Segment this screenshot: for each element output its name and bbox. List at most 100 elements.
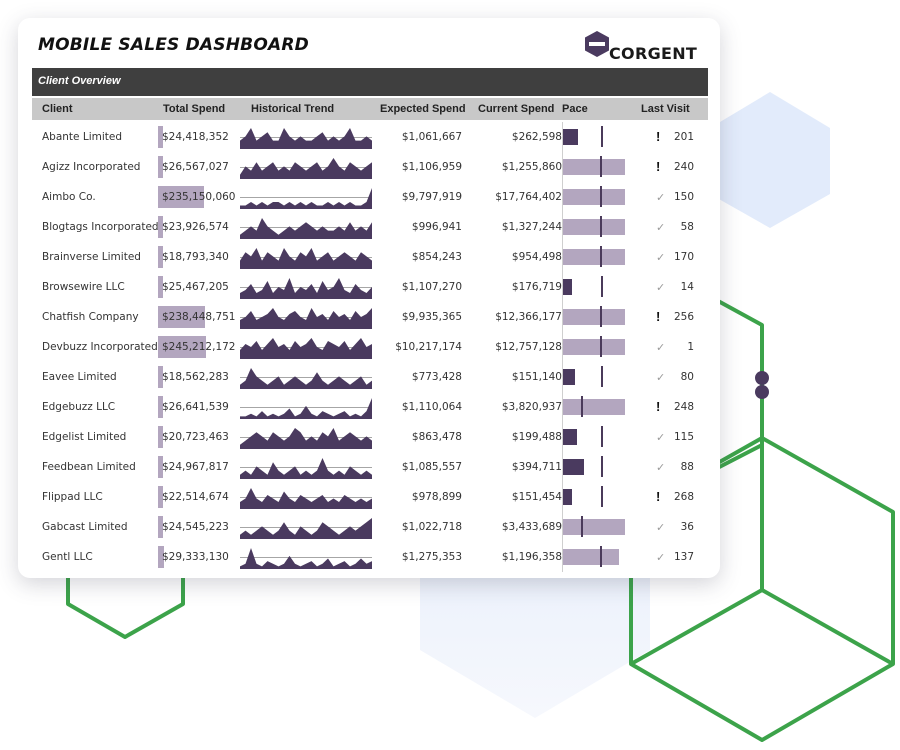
client-name[interactable]: Devbuzz Incorporated <box>42 341 158 353</box>
historical-trend-sparkline <box>240 278 372 299</box>
expected-spend-value: $1,022,718 <box>401 521 462 533</box>
client-name[interactable]: Eavee Limited <box>42 371 117 383</box>
historical-trend-sparkline <box>240 248 372 269</box>
total-spend-value: $18,793,340 <box>162 251 229 263</box>
client-name[interactable]: Brainverse Limited <box>42 251 141 263</box>
table-row[interactable]: Eavee Limited $18,562,283 $773,428 $151,140… <box>32 362 708 392</box>
current-spend-value: $12,366,177 <box>495 311 562 323</box>
historical-trend-sparkline <box>240 218 372 239</box>
last-visit-value: 14 <box>680 281 694 293</box>
current-spend-value: $151,140 <box>511 371 562 383</box>
column-header-expected-spend[interactable]: Expected Spend <box>380 103 466 115</box>
purple-dot <box>755 385 769 399</box>
pace-target-marker <box>601 366 603 387</box>
expected-spend-value: $773,428 <box>411 371 462 383</box>
total-spend-bar <box>158 546 164 568</box>
sparkline-area <box>240 248 372 269</box>
pace-axis <box>562 152 563 182</box>
warning-icon: ! <box>656 399 661 414</box>
pace-bar <box>563 459 585 475</box>
table-row[interactable]: Flippad LLC $22,514,674 $978,899 $151,454! 2… <box>32 482 708 512</box>
pace-axis <box>562 302 563 332</box>
client-name[interactable]: Edgelist Limited <box>42 431 127 443</box>
sparkline-area <box>240 518 372 539</box>
table-row[interactable]: Brainverse Limited $18,793,340 $854,243 $95… <box>32 242 708 272</box>
pace-target-marker <box>580 396 583 417</box>
total-spend-value: $29,333,130 <box>162 551 229 563</box>
client-name[interactable]: Browsewire LLC <box>42 281 125 293</box>
table-row[interactable]: Gabcast Limited $24,545,223 $1,022,718 $3,4… <box>32 512 708 542</box>
company-logo: CORGENT <box>584 30 704 66</box>
last-visit-value: 170 <box>673 251 694 263</box>
table-row[interactable]: Feedbean Limited $24,967,817 $1,085,557 $39… <box>32 452 708 482</box>
client-name[interactable]: Flippad LLC <box>42 491 103 503</box>
green-hexagon-edge <box>630 588 763 666</box>
expected-spend-value: $1,107,270 <box>401 281 462 293</box>
pace-bar <box>563 249 625 265</box>
current-spend-value: $12,757,128 <box>495 341 562 353</box>
column-header-historical-trend[interactable]: Historical Trend <box>251 103 335 115</box>
table-row[interactable]: Edgelist Limited $20,723,463 $863,478 $199,… <box>32 422 708 452</box>
client-name[interactable]: Gabcast Limited <box>42 521 128 533</box>
last-visit-value: 150 <box>673 191 694 203</box>
last-visit-value: 88 <box>680 461 694 473</box>
expected-spend-value: $996,941 <box>411 221 462 233</box>
column-header-total-spend[interactable]: Total Spend <box>163 103 226 115</box>
client-name[interactable]: Chatfish Company <box>42 311 139 323</box>
pace-bar <box>563 309 625 325</box>
warning-icon: ! <box>656 159 661 174</box>
last-visit-value: 58 <box>680 221 694 233</box>
check-icon: ✓ <box>656 222 666 234</box>
historical-trend-sparkline <box>240 518 372 539</box>
client-name[interactable]: Agizz Incorporated <box>42 161 141 173</box>
table-row[interactable]: Browsewire LLC $25,467,205 $1,107,270 $176,… <box>32 272 708 302</box>
table-row[interactable]: Abante Limited $24,418,352 $1,061,667 $262,… <box>32 122 708 152</box>
historical-trend-sparkline <box>240 548 372 569</box>
section-title: Client Overview <box>38 75 121 87</box>
historical-trend-sparkline <box>240 428 372 449</box>
client-name[interactable]: Edgebuzz LLC <box>42 401 116 413</box>
sparkline-area <box>240 548 372 569</box>
table-row[interactable]: Aimbo Co. $235,150,060 $9,797,919 $17,764,4… <box>32 182 708 212</box>
total-spend-bar <box>158 366 163 388</box>
table-row[interactable]: Edgebuzz LLC $26,641,539 $1,110,064 $3,820,… <box>32 392 708 422</box>
pace-bar <box>563 399 625 415</box>
table-row[interactable]: Devbuzz Incorporated $245,212,172 $10,217,… <box>32 332 708 362</box>
expected-spend-value: $854,243 <box>411 251 462 263</box>
pace-bar <box>563 339 625 355</box>
total-spend-value: $26,567,027 <box>162 161 229 173</box>
client-name[interactable]: Aimbo Co. <box>42 191 96 203</box>
column-header-last-visit[interactable]: Last Visit <box>641 103 690 115</box>
column-header-pace[interactable]: Pace <box>562 103 588 115</box>
pace-bar <box>563 549 619 565</box>
last-visit-value: 1 <box>687 341 694 353</box>
expected-spend-value: $978,899 <box>411 491 462 503</box>
current-spend-value: $17,764,402 <box>495 191 562 203</box>
sparkline-area <box>240 458 372 479</box>
client-name[interactable]: Abante Limited <box>42 131 123 143</box>
total-spend-value: $26,641,539 <box>162 401 229 413</box>
column-header-client[interactable]: Client <box>42 103 73 115</box>
warning-icon: ! <box>656 129 661 144</box>
last-visit-value: 240 <box>673 161 694 173</box>
table-row[interactable]: Gentl LLC $29,333,130 $1,275,353 $1,196,358… <box>32 542 708 572</box>
table-row[interactable]: Chatfish Company $238,448,751 $9,935,365 $1… <box>32 302 708 332</box>
current-spend-value: $1,255,860 <box>501 161 562 173</box>
expected-spend-value: $9,935,365 <box>401 311 462 323</box>
check-icon: ✓ <box>656 432 666 444</box>
client-name[interactable]: Blogtags Incorporated <box>42 221 159 233</box>
historical-trend-sparkline <box>240 188 372 209</box>
pace-target-marker <box>601 126 603 147</box>
client-name[interactable]: Feedbean Limited <box>42 461 136 473</box>
sparkline-area <box>240 278 372 299</box>
column-header-current-spend[interactable]: Current Spend <box>478 103 555 115</box>
pace-bar <box>563 279 573 295</box>
table-row[interactable]: Blogtags Incorporated $23,926,574 $996,941… <box>32 212 708 242</box>
last-visit-value: 137 <box>673 551 694 563</box>
table-row[interactable]: Agizz Incorporated $26,567,027 $1,106,959 $… <box>32 152 708 182</box>
last-visit-value: 256 <box>673 311 694 323</box>
pace-axis <box>562 212 563 242</box>
client-name[interactable]: Gentl LLC <box>42 551 93 563</box>
check-icon: ✓ <box>656 522 666 534</box>
pace-axis <box>562 542 563 572</box>
